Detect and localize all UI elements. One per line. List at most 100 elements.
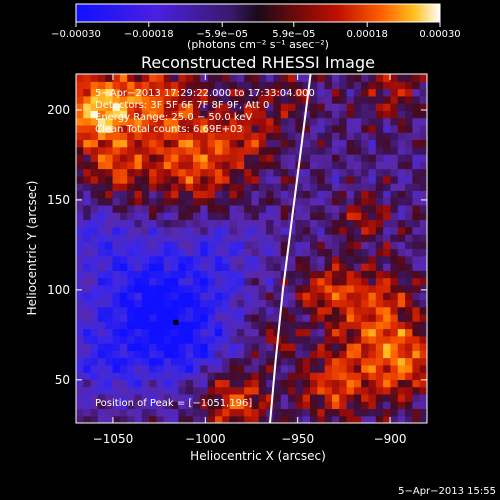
heatmap-cell [390, 292, 399, 300]
heatmap-cell [193, 372, 201, 380]
heatmap-cell [273, 190, 282, 199]
heatmap-cell [375, 357, 384, 366]
heatmap-cell [149, 95, 158, 104]
heatmap-cell [229, 197, 238, 206]
heatmap-cell [222, 263, 231, 271]
heatmap-cell [214, 401, 223, 410]
heatmap-cell [207, 248, 216, 257]
heatmap-cell [149, 226, 158, 235]
heatmap-cell [251, 415, 260, 423]
heatmap-cell [397, 372, 406, 380]
heatmap-cell [361, 270, 370, 279]
heatmap-cell [266, 146, 275, 155]
heatmap-cell [244, 204, 253, 213]
heatmap-cell [149, 386, 158, 395]
heatmap-cell [368, 103, 377, 111]
heatmap-cell [141, 263, 150, 271]
heatmap-cell [119, 277, 128, 286]
heatmap-cell [390, 124, 399, 133]
heatmap-cell [178, 161, 187, 170]
heatmap-cell [251, 393, 260, 402]
heatmap-cell [119, 364, 128, 373]
heatmap-cell [83, 103, 92, 111]
heatmap-cell [244, 212, 253, 221]
heatmap-cell [383, 88, 392, 97]
heatmap-cell [346, 117, 355, 126]
heatmap-cell [280, 190, 289, 199]
heatmap-cell [273, 248, 282, 257]
heatmap-cell [193, 277, 201, 286]
heatmap-cell [134, 110, 143, 119]
heatmap-cell [156, 328, 165, 337]
heatmap-cell [83, 292, 92, 300]
heatmap-cell [171, 81, 179, 90]
heatmap-cell [280, 139, 289, 148]
heatmap-cell [390, 306, 399, 315]
heatmap-cell [90, 263, 99, 271]
heatmap-cell [171, 161, 179, 170]
heatmap-cell [295, 168, 304, 177]
heatmap-cell [236, 335, 245, 344]
heatmap-cell [251, 110, 260, 119]
heatmap-cell [171, 408, 179, 417]
heatmap-cell [127, 204, 136, 213]
heatmap-cell [368, 328, 377, 337]
heatmap-cell [193, 343, 201, 351]
heatmap-cell [105, 386, 114, 395]
heatmap-cell [229, 270, 238, 279]
heatmap-cell [83, 153, 92, 162]
heatmap-cell [405, 204, 413, 213]
heatmap-cell [251, 204, 260, 213]
colorbar-gradient [75, 3, 441, 23]
heatmap-cell [134, 372, 143, 380]
heatmap-cell [361, 190, 370, 199]
heatmap-cell [156, 313, 165, 322]
heatmap-cell [273, 313, 282, 322]
heatmap-cell [266, 219, 275, 228]
heatmap-cell [331, 335, 340, 344]
heatmap-cell [214, 204, 223, 213]
heatmap-cell [273, 270, 282, 279]
heatmap-cell [346, 313, 355, 322]
heatmap-cell [375, 204, 384, 213]
heatmap-cell [127, 321, 136, 330]
heatmap-cell [405, 241, 413, 250]
heatmap-cell [375, 161, 384, 170]
heatmap-cell [112, 372, 121, 380]
heatmap-cell [236, 292, 245, 300]
heatmap-cell [405, 255, 413, 264]
heatmap-cell [244, 153, 253, 162]
heatmap-cell [244, 248, 253, 257]
heatmap-cell [302, 233, 311, 242]
heatmap-cell [324, 168, 333, 177]
heatmap-cell [236, 204, 245, 213]
heatmap-cell [331, 95, 340, 104]
solar-limb-line [269, 74, 312, 423]
heatmap-cell [419, 263, 427, 271]
heatmap-cell [310, 132, 318, 141]
heatmap-cell [83, 175, 92, 184]
heatmap-cell [419, 292, 427, 300]
heatmap-cell [368, 313, 377, 322]
heatmap-cell [207, 103, 216, 111]
heatmap-cell [127, 226, 136, 235]
heatmap-cell [156, 95, 165, 104]
heatmap-cell [251, 372, 260, 380]
heatmap-cell [149, 153, 158, 162]
heatmap-cell [229, 204, 238, 213]
heatmap-cell [193, 74, 201, 82]
heatmap-cell [310, 139, 318, 148]
heatmap-cell [375, 175, 384, 184]
heatmap-cell [258, 190, 267, 199]
heatmap-cell [105, 277, 114, 286]
heatmap-cell [207, 88, 216, 97]
heatmap-cell [141, 350, 150, 359]
heatmap-cell [339, 212, 348, 221]
heatmap-cell [229, 328, 238, 337]
heatmap-cell [331, 270, 340, 279]
heatmap-cell [97, 74, 106, 82]
heatmap-cell [141, 219, 150, 228]
heatmap-cell [119, 306, 128, 315]
heatmap-cell [405, 139, 413, 148]
heatmap-cell [405, 233, 413, 242]
